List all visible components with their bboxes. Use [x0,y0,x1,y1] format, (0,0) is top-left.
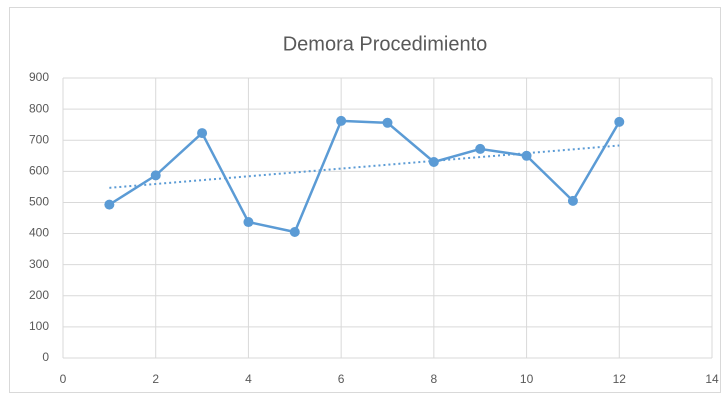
y-tick-label: 500 [29,195,49,209]
chart-title: Demora Procedimiento [283,33,488,55]
x-tick-label: 12 [613,372,627,386]
data-point [475,143,486,154]
y-tick-label: 100 [29,319,49,333]
data-point [382,117,393,128]
x-tick-label: 14 [705,372,719,386]
data-point [614,116,625,127]
y-tick-label: 600 [29,164,49,178]
data-point [104,199,115,210]
y-tick-label: 900 [29,70,49,84]
data-point [428,157,439,167]
x-tick-label: 8 [431,372,438,386]
x-tick-label: 6 [338,372,345,386]
x-tick-label: 10 [520,372,534,386]
data-point [289,227,300,237]
y-tick-label: 800 [29,101,49,115]
data-point [150,170,161,181]
data-point [336,115,347,126]
data-point [197,128,208,139]
y-tick-label: 0 [42,350,49,364]
trendline [109,144,620,189]
chart-frame [9,7,721,393]
y-tick-label: 200 [29,288,49,302]
y-tick-label: 400 [29,226,49,240]
y-tick-label: 700 [29,132,49,146]
x-tick-label: 4 [245,372,252,386]
data-point [243,217,254,228]
data-point [567,195,578,206]
x-tick-label: 2 [152,372,159,386]
x-tick-label: 0 [60,372,67,386]
data-point [521,150,532,161]
series-line [108,119,621,234]
y-tick-label: 300 [29,257,49,271]
